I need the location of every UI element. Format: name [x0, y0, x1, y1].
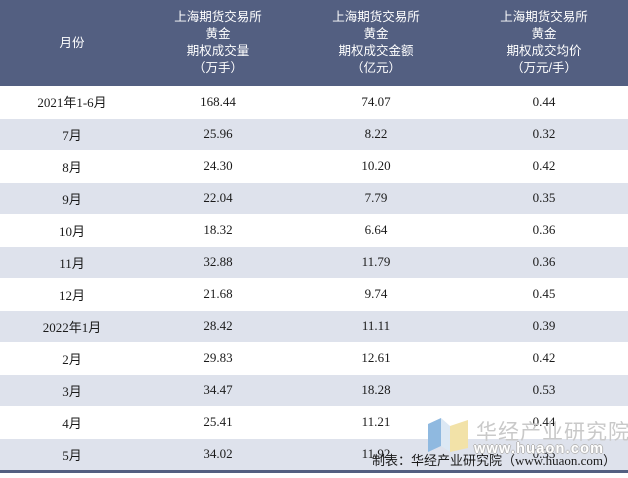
cell-volume: 168.44: [200, 93, 236, 109]
cell-volume: 24.30: [203, 158, 233, 173]
cell-volume: 25.41: [203, 414, 233, 429]
cell-amount: 18.28: [361, 382, 391, 397]
column-header-avg-price: 上海期货交易所 黄金 期权成交均价 （万元/手）: [460, 0, 628, 86]
cell-avg-price: 0.35: [532, 446, 556, 462]
cell-volume: 18.32: [203, 222, 233, 237]
cell-amount: 12.61: [361, 350, 391, 365]
cell-avg-price: 0.39: [532, 318, 556, 333]
column-header-avg-price-line-1: 上海期货交易所: [500, 10, 588, 24]
column-header-volume-line-3: 期权成交量: [186, 44, 250, 58]
cell-amount: 11.92: [361, 446, 391, 462]
column-header-volume: 上海期货交易所 黄金 期权成交量 （万手）: [144, 0, 292, 86]
table-row: 5月 34.02 11.92 0.35: [0, 438, 628, 470]
cell-avg-price: 0.36: [532, 222, 556, 237]
cell-volume: 34.02: [203, 446, 233, 462]
table-body: 2021年1-6月 168.44 74.07 0.44 7月 25.96 8.22 0.32 8…: [0, 86, 628, 470]
cell-month: 12月: [58, 287, 85, 303]
cell-volume: 34.47: [203, 382, 233, 397]
table-row: 2月 29.83 12.61 0.42: [0, 342, 628, 374]
table-row: 7月 25.96 8.22 0.32: [0, 118, 628, 150]
table-header-row: 月份 上海期货交易所 黄金 期权成交量 （万手） 上海期货交易所 黄金 期权成交…: [0, 0, 628, 86]
column-header-volume-line-1: 上海期货交易所: [174, 10, 262, 24]
cell-month: 2月: [62, 351, 82, 367]
table-row: 4月 25.41 11.21 0.44: [0, 406, 628, 438]
cell-month: 10月: [58, 223, 85, 239]
cell-month: 5月: [62, 447, 82, 463]
column-header-month: 月份: [0, 0, 144, 86]
cell-avg-price: 0.36: [532, 254, 556, 269]
table-row: 9月 22.04 7.79 0.35: [0, 182, 628, 214]
column-header-volume-line-4: （万手）: [192, 61, 243, 75]
cell-month: 4月: [62, 415, 82, 431]
footer-source-note: 制表：华经产业研究院（www.huaon.com）: [372, 453, 616, 468]
cell-volume: 21.68: [203, 286, 233, 301]
column-header-month-line-1: 月份: [59, 35, 85, 50]
cell-volume: 29.83: [203, 350, 233, 365]
column-header-avg-price-line-4: （万元/手）: [511, 61, 577, 75]
column-header-avg-price-line-3: 期权成交均价: [506, 44, 582, 58]
column-header-amount-line-2: 黄金: [363, 27, 389, 41]
table-row: 11月 32.88 11.79 0.36: [0, 246, 628, 278]
cell-avg-price: 0.44: [532, 414, 556, 429]
cell-amount: 8.22: [364, 126, 388, 141]
table-header: 月份 上海期货交易所 黄金 期权成交量 （万手） 上海期货交易所 黄金 期权成交…: [0, 0, 628, 86]
table-bottom-rule: [0, 470, 628, 473]
table-row: 12月 21.68 9.74 0.45: [0, 278, 628, 310]
column-header-amount-line-3: 期权成交金额: [338, 44, 414, 58]
column-header-volume-line-2: 黄金: [205, 27, 231, 41]
cell-volume: 25.96: [203, 126, 233, 141]
cell-avg-price: 0.45: [532, 286, 556, 301]
cell-month: 2021年1-6月: [37, 95, 107, 111]
column-header-amount: 上海期货交易所 黄金 期权成交金额 （亿元）: [292, 0, 460, 86]
cell-avg-price: 0.44: [532, 93, 556, 109]
cell-month: 3月: [62, 383, 82, 399]
cell-month: 7月: [62, 127, 82, 143]
cell-avg-price: 0.42: [532, 158, 556, 173]
table-row: 8月 24.30 10.20 0.42: [0, 150, 628, 182]
cell-month: 2022年1月: [42, 319, 102, 335]
cell-avg-price: 0.35: [532, 190, 556, 205]
cell-amount: 6.64: [364, 222, 388, 237]
cell-amount: 9.74: [364, 286, 388, 301]
cell-amount: 11.79: [361, 254, 391, 269]
cell-month: 9月: [62, 191, 82, 207]
cell-amount: 74.07: [361, 93, 391, 109]
cell-avg-price: 0.53: [532, 382, 556, 397]
cell-avg-price: 0.32: [532, 126, 556, 141]
cell-month: 8月: [62, 159, 82, 175]
column-header-amount-line-4: （亿元）: [350, 61, 401, 75]
table-row: 10月 18.32 6.64 0.36: [0, 214, 628, 246]
table-row: 2022年1月 28.42 11.11 0.39: [0, 310, 628, 342]
cell-amount: 10.20: [361, 158, 391, 173]
cell-amount: 11.11: [361, 318, 391, 333]
cell-volume: 28.42: [203, 318, 233, 333]
cell-amount: 11.21: [361, 414, 391, 429]
cell-volume: 32.88: [203, 254, 233, 269]
column-header-avg-price-line-2: 黄金: [531, 27, 557, 41]
column-header-amount-line-1: 上海期货交易所: [332, 10, 420, 24]
table-row: 2021年1-6月 168.44 74.07 0.44: [0, 86, 628, 118]
cell-month: 11月: [59, 255, 85, 271]
cell-volume: 22.04: [203, 190, 233, 205]
cell-amount: 7.79: [364, 190, 388, 205]
table-row: 3月 34.47 18.28 0.53: [0, 374, 628, 406]
cell-avg-price: 0.42: [532, 350, 556, 365]
